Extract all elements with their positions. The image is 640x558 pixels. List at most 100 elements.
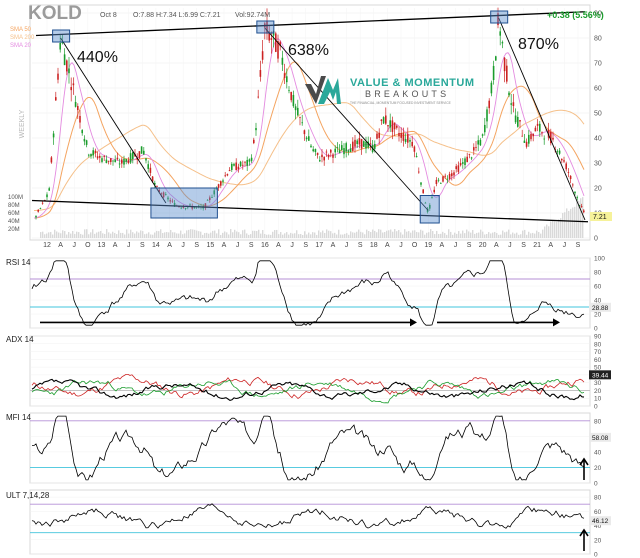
candle-body bbox=[178, 206, 180, 208]
volume-bar bbox=[212, 230, 214, 238]
volume-bar bbox=[514, 233, 516, 238]
volume-tick-label: 100M bbox=[8, 195, 23, 201]
candle-body bbox=[415, 156, 418, 158]
volume-bar bbox=[168, 232, 170, 238]
volume-bar bbox=[436, 230, 438, 238]
candle-body bbox=[215, 188, 218, 190]
x-tick-label: S bbox=[303, 242, 308, 249]
candle-body bbox=[149, 167, 152, 173]
volume-bar bbox=[412, 230, 414, 238]
indicator-tick-label: 100 bbox=[594, 256, 605, 263]
candle-body bbox=[521, 135, 523, 137]
rsi-title: RSI 14 bbox=[6, 258, 31, 267]
volume-bar bbox=[396, 231, 398, 238]
volume-bar bbox=[422, 230, 424, 238]
indicator-tick-label: 40 bbox=[594, 298, 602, 305]
volume-bar bbox=[140, 230, 142, 238]
candle-body bbox=[114, 159, 116, 163]
candle-body bbox=[481, 134, 484, 136]
candle-body bbox=[497, 13, 499, 26]
volume-bar bbox=[174, 232, 176, 238]
volume-bar bbox=[66, 234, 68, 238]
candle-body bbox=[248, 159, 251, 162]
volume-bar bbox=[300, 234, 302, 238]
candle-body bbox=[343, 148, 345, 155]
volume-bar bbox=[274, 230, 276, 238]
candle-body bbox=[145, 158, 147, 161]
candle-body bbox=[404, 138, 407, 142]
candle-body bbox=[70, 87, 72, 91]
volume-bar bbox=[242, 230, 244, 238]
candle-body bbox=[305, 137, 308, 140]
candle-body bbox=[323, 156, 325, 161]
x-tick-label: A bbox=[385, 242, 390, 249]
volume-bar bbox=[386, 230, 388, 238]
volume-bar bbox=[352, 232, 354, 238]
volume-bar bbox=[144, 234, 146, 238]
x-tick-label: O bbox=[412, 242, 418, 249]
x-tick-label: J bbox=[563, 242, 567, 249]
volume-bar bbox=[502, 230, 504, 238]
candle-body bbox=[191, 206, 193, 209]
candle-body bbox=[294, 106, 297, 111]
volume-bar bbox=[156, 230, 158, 238]
volume-bar bbox=[376, 232, 378, 238]
volume-bar bbox=[172, 232, 174, 238]
volume-bar bbox=[76, 231, 78, 238]
volume-bar bbox=[534, 233, 536, 238]
volume-bar bbox=[288, 234, 290, 238]
candle-body bbox=[569, 175, 572, 180]
candle-body bbox=[402, 133, 405, 141]
logo-m-mark bbox=[318, 78, 341, 104]
volume-bar bbox=[556, 221, 558, 238]
x-tick-label: S bbox=[249, 242, 254, 249]
volume-bar bbox=[474, 233, 476, 238]
price-tick-label: 70 bbox=[594, 61, 602, 68]
candle-body bbox=[316, 152, 319, 156]
volume-bar bbox=[578, 200, 580, 238]
candle-body bbox=[433, 189, 435, 193]
volume-bar bbox=[378, 229, 380, 238]
volume-bar bbox=[368, 231, 370, 238]
volume-bar bbox=[448, 229, 450, 238]
volume-bar bbox=[340, 234, 342, 238]
volume-bar bbox=[190, 229, 192, 238]
volume-tick-label: 20M bbox=[8, 227, 20, 233]
candle-body bbox=[574, 191, 576, 194]
x-tick-label: 12 bbox=[43, 242, 51, 249]
volume-bar bbox=[350, 231, 352, 238]
candle-body bbox=[283, 73, 286, 78]
candle-body bbox=[297, 107, 299, 116]
volume-bar bbox=[42, 231, 44, 238]
candle-body bbox=[275, 33, 277, 52]
volume-bar bbox=[146, 233, 148, 238]
candle-body bbox=[217, 184, 220, 188]
volume-bar bbox=[394, 229, 396, 238]
volume-bar bbox=[408, 231, 410, 238]
candle-body bbox=[66, 60, 68, 72]
candle-body bbox=[448, 173, 451, 179]
volume-bar bbox=[204, 233, 206, 238]
volume-bar bbox=[466, 229, 468, 238]
candle-body bbox=[325, 151, 328, 153]
x-tick-label: A bbox=[276, 242, 281, 249]
candle-body bbox=[536, 123, 539, 126]
volume-bar bbox=[464, 233, 466, 238]
volume-bar bbox=[258, 229, 260, 238]
indicator-frame bbox=[29, 335, 591, 407]
volume-bar bbox=[286, 232, 288, 238]
indicator-tick-label: 20 bbox=[594, 388, 602, 395]
candle-body bbox=[407, 134, 409, 143]
x-tick-label: A bbox=[494, 242, 499, 249]
volume-bar bbox=[108, 232, 110, 238]
candle-body bbox=[127, 160, 130, 163]
x-tick-label: S bbox=[140, 242, 145, 249]
candle-body bbox=[446, 178, 449, 180]
volume-bar bbox=[424, 234, 426, 238]
volume-bar bbox=[544, 226, 546, 238]
volume-bar bbox=[362, 232, 364, 238]
volume-bar bbox=[518, 234, 520, 238]
indicator-tick-label: 0 bbox=[594, 552, 598, 558]
volume-bar bbox=[470, 232, 472, 238]
candle-body bbox=[50, 157, 53, 163]
